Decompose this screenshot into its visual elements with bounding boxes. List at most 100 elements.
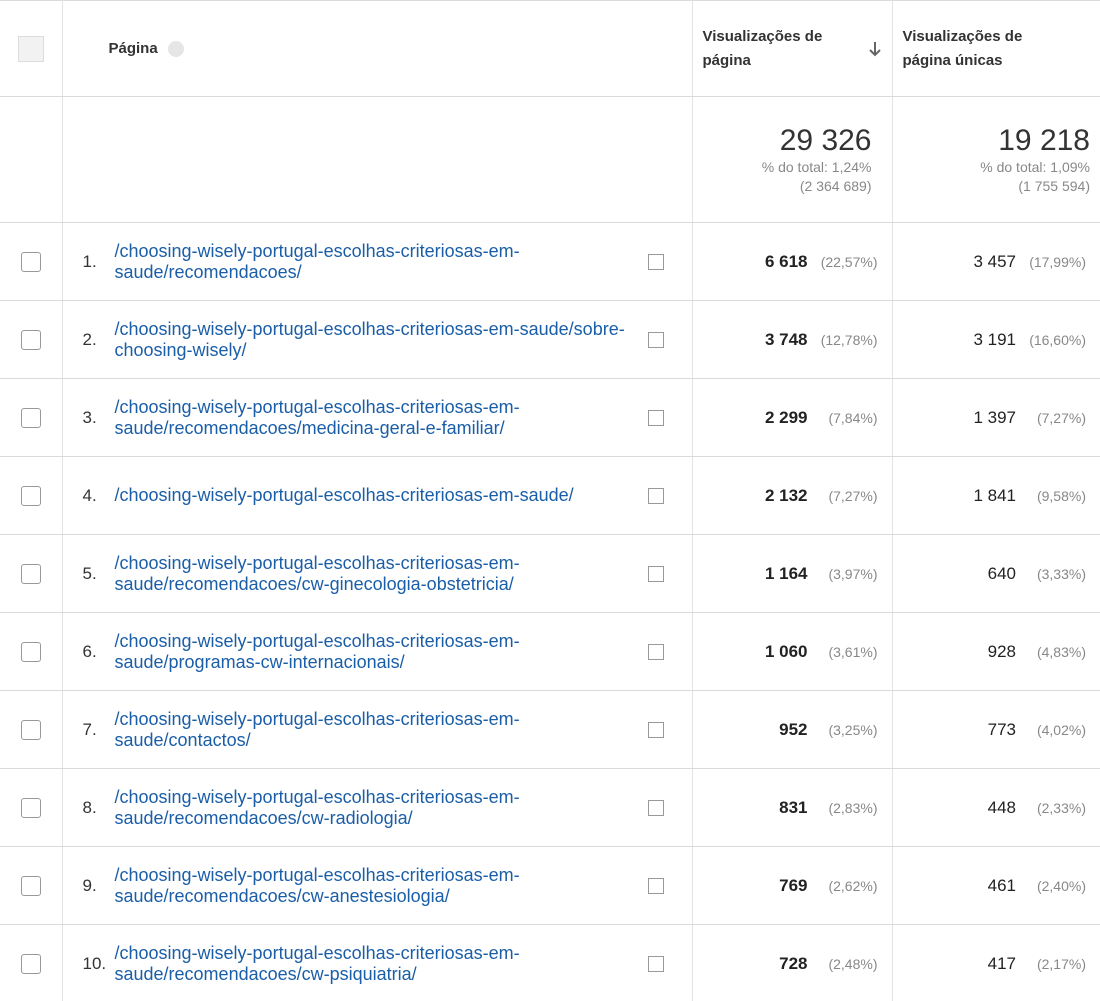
checkbox-cell	[0, 456, 63, 535]
unique-cell: 448 (2,33%)	[892, 768, 1100, 847]
views-pct: (3,61%)	[828, 643, 878, 660]
page-link[interactable]: /choosing-wisely-portugal-escolhas-crite…	[114, 630, 520, 672]
row-checkbox[interactable]	[20, 329, 41, 350]
page-link[interactable]: /choosing-wisely-portugal-escolhas-crite…	[114, 485, 574, 505]
data-row: 5. /choosing-wisely-portugal-escolhas-cri…	[0, 534, 1100, 613]
page-cell: 10. /choosing-wisely-portugal-escolhas-cr…	[62, 924, 693, 1001]
external-link-icon[interactable]	[647, 565, 664, 582]
rank: 5.	[82, 563, 97, 583]
rank: 4.	[82, 485, 97, 505]
row-checkbox[interactable]	[20, 407, 41, 428]
unique-cell: 417 (2,17%)	[892, 924, 1100, 1001]
rank: 10.	[82, 953, 107, 973]
page-wrap: 3. /choosing-wisely-portugal-escolhas-cri…	[63, 397, 692, 439]
page-link[interactable]: /choosing-wisely-portugal-escolhas-crite…	[114, 396, 520, 438]
views: 3 748	[764, 329, 808, 349]
views: 769	[779, 875, 808, 895]
row-checkbox[interactable]	[20, 563, 41, 584]
rank: 2.	[82, 329, 97, 349]
row-checkbox[interactable]	[20, 875, 41, 896]
unique-total: 19 218	[998, 123, 1090, 157]
unique: 461	[987, 875, 1016, 895]
page-cell: 2. /choosing-wisely-portugal-escolhas-cri…	[62, 300, 693, 379]
unique: 1 397	[973, 407, 1016, 427]
external-link-icon[interactable]	[647, 955, 664, 972]
unique-pct: (16,60%)	[1029, 331, 1086, 348]
unique: 3 191	[973, 329, 1016, 349]
empty-cell	[0, 96, 63, 223]
unique-pct: (9,58%)	[1036, 487, 1086, 504]
page-link[interactable]: /choosing-wisely-portugal-escolhas-crite…	[114, 318, 625, 360]
views-pct: (3,25%)	[828, 721, 878, 738]
external-link-icon[interactable]	[647, 487, 664, 504]
data-row: 3. /choosing-wisely-portugal-escolhas-cri…	[0, 378, 1100, 457]
page-link[interactable]: /choosing-wisely-portugal-escolhas-crite…	[114, 942, 520, 984]
row-checkbox[interactable]	[20, 953, 41, 974]
external-link-icon[interactable]	[647, 409, 664, 426]
page-cell: 3. /choosing-wisely-portugal-escolhas-cri…	[62, 378, 693, 457]
data-row: 7. /choosing-wisely-portugal-escolhas-cri…	[0, 690, 1100, 769]
views-cell: 6 618 (22,57%)	[692, 222, 893, 301]
data-row: 1. /choosing-wisely-portugal-escolhas-cri…	[0, 222, 1100, 301]
views-cell: 952 (3,25%)	[692, 690, 893, 769]
page-wrap: 5. /choosing-wisely-portugal-escolhas-cri…	[63, 553, 692, 595]
rank: 6.	[82, 641, 97, 661]
page-link[interactable]: /choosing-wisely-portugal-escolhas-crite…	[114, 864, 520, 906]
unique-header-text[interactable]: Visualizações de página únicas	[902, 27, 1023, 69]
checkbox-cell	[0, 768, 63, 847]
select-all-checkbox[interactable]	[17, 35, 44, 62]
views-pct: (2,83%)	[828, 799, 878, 816]
page-link[interactable]: /choosing-wisely-portugal-escolhas-crite…	[114, 708, 520, 750]
views-grand-total: (2 364 689)	[799, 177, 872, 194]
unique-pct: (2,40%)	[1036, 877, 1086, 894]
external-link-icon[interactable]	[647, 799, 664, 816]
unique: 1 841	[973, 485, 1016, 505]
external-link-icon[interactable]	[647, 331, 664, 348]
page-wrap: 10. /choosing-wisely-portugal-escolhas-cr…	[63, 943, 692, 985]
external-link-icon[interactable]	[647, 253, 664, 270]
unique: 3 457	[973, 251, 1016, 271]
page-wrap: 6. /choosing-wisely-portugal-escolhas-cri…	[63, 631, 692, 673]
views-cell: 1 060 (3,61%)	[692, 612, 893, 691]
unique-pct: (17,99%)	[1029, 253, 1086, 270]
row-checkbox[interactable]	[20, 797, 41, 818]
page-cell: 8. /choosing-wisely-portugal-escolhas-cri…	[62, 768, 693, 847]
page-cell: 7. /choosing-wisely-portugal-escolhas-cri…	[62, 690, 693, 769]
unique-cell: 461 (2,40%)	[892, 846, 1100, 925]
views-header-text[interactable]: Visualizações de página	[702, 27, 823, 69]
views: 2 299	[764, 407, 808, 427]
page-link[interactable]: /choosing-wisely-portugal-escolhas-crite…	[114, 240, 520, 282]
row-checkbox[interactable]	[20, 641, 41, 662]
page-header-text[interactable]: Página	[108, 39, 158, 57]
row-checkbox[interactable]	[20, 251, 41, 272]
checkbox-cell	[0, 300, 63, 379]
unique-cell: 773 (4,02%)	[892, 690, 1100, 769]
unique-share: % do total: 1,09%	[980, 158, 1090, 175]
external-link-icon[interactable]	[647, 643, 664, 660]
views-pct: (7,27%)	[828, 487, 878, 504]
page-link[interactable]: /choosing-wisely-portugal-escolhas-crite…	[114, 786, 520, 828]
views: 1 164	[764, 563, 808, 583]
help-icon[interactable]	[167, 41, 184, 58]
external-link-icon[interactable]	[647, 877, 664, 894]
row-checkbox[interactable]	[20, 485, 41, 506]
data-row: 10. /choosing-wisely-portugal-escolhas-cr…	[0, 924, 1100, 1001]
external-link-icon[interactable]	[647, 721, 664, 738]
page-wrap: 7. /choosing-wisely-portugal-escolhas-cri…	[63, 709, 692, 751]
page-wrap: 1. /choosing-wisely-portugal-escolhas-cri…	[63, 241, 692, 283]
views-pct: (2,48%)	[828, 955, 878, 972]
row-checkbox[interactable]	[20, 719, 41, 740]
unique-cell: 640 (3,33%)	[892, 534, 1100, 613]
views-pct: (12,78%)	[820, 331, 878, 348]
totals-row: 29 326 % do total: 1,24% (2 364 689) 19 …	[0, 96, 1100, 223]
rank: 1.	[82, 251, 97, 271]
unique: 448	[987, 797, 1016, 817]
views-total: 29 326	[779, 123, 872, 157]
page-link[interactable]: /choosing-wisely-portugal-escolhas-crite…	[114, 552, 520, 594]
unique-pct: (2,17%)	[1036, 955, 1086, 972]
unique-pct: (4,02%)	[1036, 721, 1086, 738]
views-share: % do total: 1,24%	[761, 158, 872, 175]
page-header: Página	[62, 0, 693, 97]
views-cell: 831 (2,83%)	[692, 768, 893, 847]
